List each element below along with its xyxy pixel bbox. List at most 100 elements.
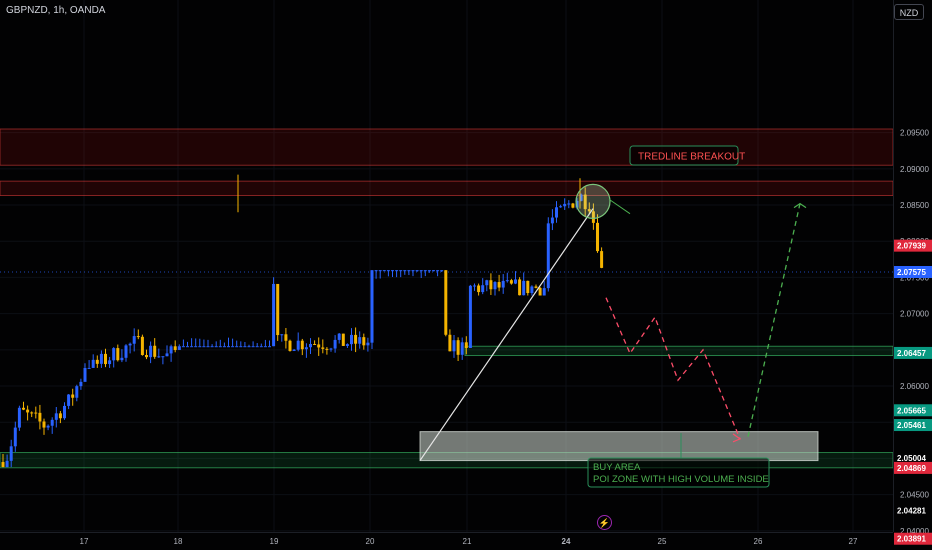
lightning-icon[interactable]: ⚡: [597, 515, 612, 530]
price-tag-badge: [894, 532, 932, 545]
candle-bull: [263, 346, 267, 348]
candle-bull: [579, 194, 583, 201]
candle-bull: [403, 270, 407, 272]
candle-bull: [280, 334, 284, 336]
candle-bull: [292, 349, 296, 351]
candle-bull: [559, 206, 563, 208]
price-tag-label: 2.05004: [897, 454, 926, 463]
candle-bull: [473, 285, 476, 287]
candle-bull: [120, 357, 124, 361]
candle-bull: [378, 270, 382, 272]
price-tag-backdrop: [894, 504, 932, 517]
candle-bull: [161, 356, 165, 358]
price-tick-label: 2.09000: [900, 165, 929, 174]
candle-bull: [370, 270, 374, 343]
buy-label-title: BUY AREA: [593, 462, 641, 473]
candle-bull: [268, 346, 271, 348]
zone-resistance: [0, 180, 894, 197]
candle-bear: [284, 334, 288, 341]
candle-bull: [218, 346, 222, 348]
candle-bull: [247, 346, 251, 348]
time-tick-label: 26: [754, 537, 763, 546]
buy-area-box: [419, 431, 819, 462]
candle-bear: [22, 407, 25, 410]
price-tick-label: 2.08500: [900, 201, 929, 210]
candle-bear: [104, 353, 107, 365]
trendline: [419, 208, 594, 461]
candle-bull: [186, 346, 189, 348]
candle-bear: [587, 209, 591, 212]
candle-bear: [444, 270, 448, 335]
candle-bear: [276, 283, 280, 336]
projection-bearish-arrow: [732, 433, 742, 443]
price-tag-label: 2.04869: [897, 464, 926, 473]
candle-bull: [50, 419, 54, 426]
time-tick-label: 21: [463, 537, 472, 546]
candle-bull: [460, 342, 464, 355]
candle-bull: [493, 282, 497, 290]
candle-bear: [526, 280, 530, 294]
candle-bear: [95, 359, 99, 364]
candles: [1, 174, 604, 468]
candle-bull: [337, 333, 341, 340]
candle-bear: [534, 286, 538, 288]
projection-bullish-arrow: [793, 202, 807, 209]
price-tick-label: 2.04000: [900, 527, 929, 536]
candle-bear: [477, 285, 481, 293]
currency-button[interactable]: NZD: [894, 4, 924, 20]
candle-bull: [79, 381, 83, 387]
price-tick-label: 2.09500: [900, 129, 929, 138]
candle-bull: [87, 367, 91, 369]
candle-bull: [99, 353, 103, 364]
price-tag-badge: [894, 419, 932, 432]
price-tag-badge: [894, 265, 932, 278]
candle-bull: [181, 346, 185, 348]
buy-label-box: [587, 457, 770, 488]
time-tick-label: 19: [270, 537, 279, 546]
candle-bull: [235, 346, 239, 348]
candle-bull: [272, 283, 276, 347]
candle-bull: [436, 270, 440, 272]
price-zones: [0, 128, 894, 469]
price-tag-badge: [894, 346, 932, 359]
candle-bear: [42, 421, 46, 428]
price-tag-label: 2.05665: [897, 406, 926, 415]
candle-bull: [374, 270, 378, 272]
candle-bull: [382, 270, 386, 272]
candle-bull: [206, 346, 210, 348]
candle-bear: [321, 347, 325, 349]
price-tag-label: 2.07939: [897, 242, 926, 251]
candle-bear: [300, 340, 304, 350]
candle-bull: [309, 343, 312, 348]
candle-bull: [255, 346, 259, 348]
candle-bear: [145, 355, 148, 358]
price-tag-badge: [894, 404, 932, 417]
candle-bull: [243, 346, 247, 348]
candle-bull: [485, 280, 489, 286]
candle-bull: [149, 345, 153, 358]
candle-bull: [83, 367, 87, 382]
candle-bull: [231, 346, 235, 348]
price-tick-label: 2.06000: [900, 382, 929, 391]
candle-bull: [411, 270, 415, 272]
candle-bull: [395, 270, 399, 272]
candle-bear: [538, 287, 542, 296]
candle-bear: [153, 345, 157, 357]
candle-bull: [222, 346, 226, 348]
candle-bull: [514, 279, 517, 284]
candle-bull: [132, 336, 136, 344]
price-tag-label: 2.07575: [897, 268, 926, 277]
candle-bull: [63, 405, 66, 419]
candle-bull: [227, 346, 230, 348]
candle-bear: [448, 334, 452, 352]
candle-bull: [505, 280, 509, 282]
candle-bull: [108, 360, 112, 365]
price-tick-label: 2.04500: [900, 491, 929, 500]
candle-bull: [415, 270, 419, 272]
candle-bull: [198, 346, 202, 348]
candle-bull: [391, 270, 394, 272]
candle-bull: [124, 345, 128, 358]
candle-bear: [34, 412, 38, 414]
symbol-title[interactable]: GBPNZD, 1h, OANDA: [6, 5, 106, 16]
